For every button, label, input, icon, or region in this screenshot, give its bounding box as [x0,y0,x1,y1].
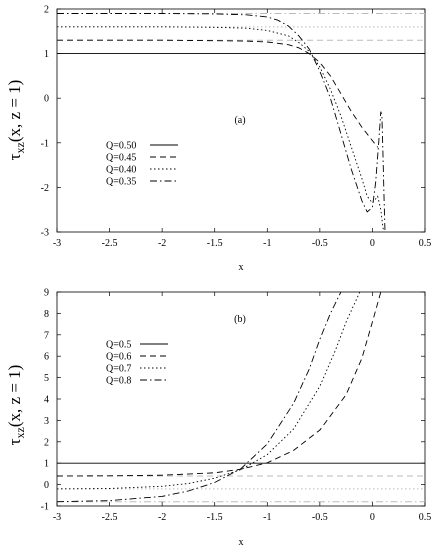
legend-label-q-0-45: Q=0.45 [106,153,136,164]
x-axis-label-b: x [239,537,244,548]
ticks-b: -3 -2.5 -2 -1.5 -1 -0.5 0 0.5 -1 0 1 2 3 4 5 6 7 8 9 [41,288,432,524]
y-axis-label-b: τxz(x, z = 1) [5,365,27,446]
y-tick-label: 0 [44,480,49,491]
x-tick-label: -3 [53,512,61,523]
y-axis-label-sub-a: xz [13,142,27,153]
panel-a: -3 -2.5 -2 -1.5 -1 -0.5 0 0.5 -3 -2 -1 0 1 2 (a) Q=0.… [5,5,431,274]
series-line-q-0-45 [57,39,379,148]
y-tick-label: 3 [44,416,49,427]
y-axis-label-main-b: τ [5,438,24,445]
y-tick-label: 9 [44,288,49,299]
y-tick-label: -2 [41,183,49,194]
y-tick-label: -1 [41,502,49,513]
y-tick-label: 2 [44,5,49,16]
asymptotes-b [57,475,425,503]
legend-label-q-0-35: Q=0.35 [106,177,136,188]
x-tick-label: -1.5 [207,512,223,523]
y-tick-label: 1 [44,49,49,60]
y-tick-label: 8 [44,309,49,320]
x-tick-label: 0.5 [419,512,432,523]
series-line-q-0-8 [57,292,342,503]
y-tick-label: 7 [44,330,49,341]
legend-label-q-0-6: Q=0.6 [106,352,131,363]
x-tick-label: -3 [53,238,61,249]
series-line-q-0-6 [57,292,382,477]
x-tick-label: -2.5 [102,512,118,523]
x-tick-label: 0.5 [419,238,432,249]
legend-label-q-0-5: Q=0.5 [106,340,131,351]
x-tick-label: -1.5 [207,238,223,249]
legend-a: Q=0.50Q=0.45Q=0.40Q=0.35 [106,141,178,188]
series-line-q-0-35 [57,13,386,232]
legend-label-q-0-8: Q=0.8 [106,376,131,387]
y-axis-label-a: τxz(x, z = 1) [5,80,27,161]
y-tick-label: 4 [44,395,49,406]
legend-label-q-0-7: Q=0.7 [106,364,131,375]
panel-label-b: (b) [234,314,246,325]
x-tick-label: 0 [370,238,375,249]
y-tick-label: 1 [44,459,49,470]
x-tick-label: -0.5 [312,512,328,523]
x-tick-label: 0 [370,512,375,523]
y-tick-label: 6 [44,352,49,363]
y-tick-label: 0 [44,94,49,105]
legend-label-q-0-40: Q=0.40 [106,165,136,176]
plot-frame-a [56,8,426,233]
y-axis-label-main-a: τ [5,153,24,160]
legend-b: Q=0.5Q=0.6Q=0.7Q=0.8 [106,340,168,387]
x-tick-label: -2 [158,512,166,523]
y-axis-label-arg-a: (x, z = 1) [5,80,24,142]
y-tick-label: -1 [41,138,49,149]
y-tick-label: 5 [44,373,49,384]
ticks-a: -3 -2.5 -2 -1.5 -1 -0.5 0 0.5 -3 -2 -1 0 1 2 [41,5,432,250]
x-tick-label: -2 [158,238,166,249]
asymptotes-a [57,12,425,41]
series-a [57,13,425,232]
panel-label-a: (a) [234,115,245,126]
x-tick-label: -1 [263,512,271,523]
y-tick-label: 2 [44,437,49,448]
y-axis-label-arg-b: (x, z = 1) [5,365,24,427]
y-tick-label: -3 [41,228,49,239]
panel-b: -3 -2.5 -2 -1.5 -1 -0.5 0 0.5 -1 0 1 2 3 4 5 6 7 8 9 (b) Q… [5,288,431,549]
x-tick-label: -0.5 [312,238,328,249]
series-line-q-0-7 [57,292,361,490]
y-axis-label-sub-b: xz [13,427,27,438]
series-b [57,292,425,503]
x-axis-label-a: x [239,262,244,273]
x-tick-label: -2.5 [102,238,118,249]
legend-label-q-0-50: Q=0.50 [106,141,136,152]
series-line-q-0-40 [57,26,385,232]
x-tick-label: -1 [263,238,271,249]
